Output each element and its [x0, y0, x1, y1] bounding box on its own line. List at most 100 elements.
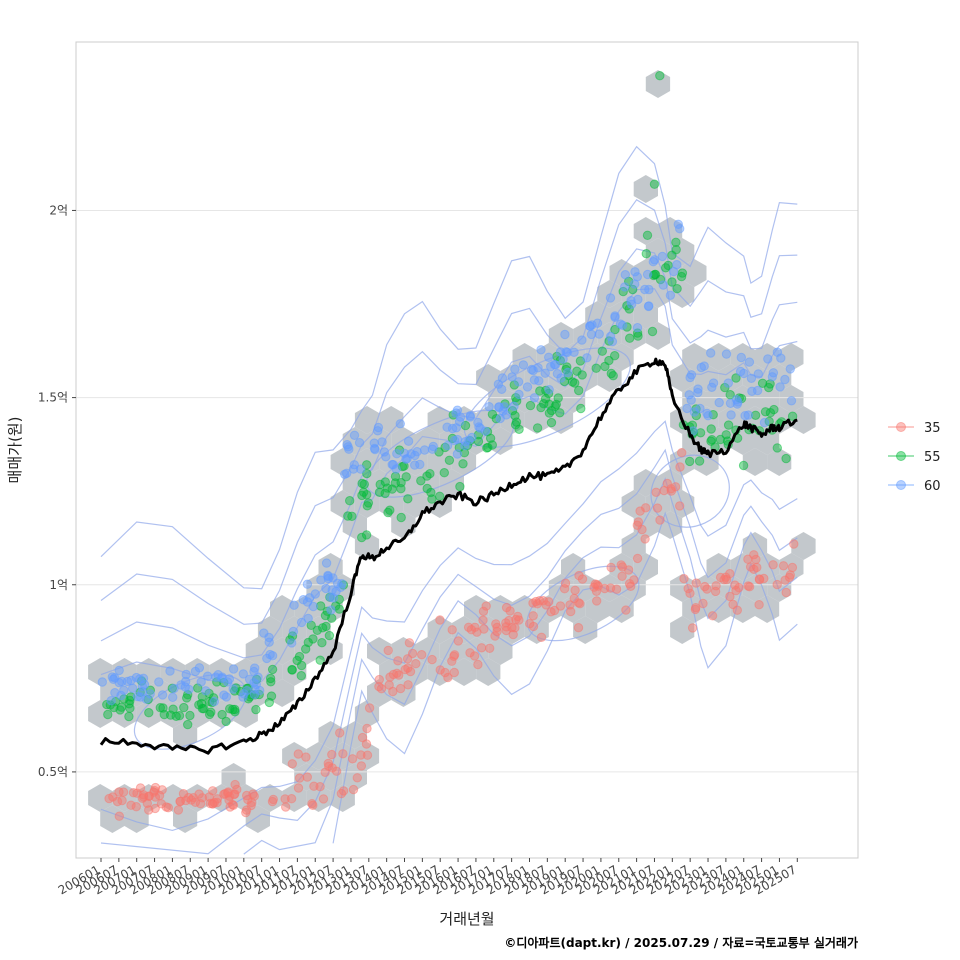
point-35 [348, 784, 359, 795]
point-55 [757, 378, 768, 388]
point-35 [565, 600, 575, 610]
hexbin-cell [742, 532, 768, 560]
point-55 [772, 443, 782, 453]
y-tick-label: 1.5억 [38, 391, 68, 405]
hexbin-cell [597, 322, 622, 350]
point-60 [528, 365, 538, 376]
point-35 [787, 562, 798, 573]
point-35 [481, 601, 491, 611]
point-60 [785, 364, 795, 374]
point-60 [675, 224, 685, 234]
point-35 [338, 749, 348, 759]
point-60 [484, 402, 494, 412]
point-60 [582, 353, 592, 363]
point-55 [781, 453, 791, 464]
hexbin-cell [682, 385, 707, 413]
hexbin-cell [427, 658, 452, 686]
point-55 [765, 379, 775, 389]
hexbin-cell [670, 574, 695, 602]
hexbin-cell [488, 637, 513, 665]
legend-label: 35 [924, 421, 941, 436]
point-60 [706, 348, 716, 358]
point-35 [449, 667, 459, 678]
point-60 [510, 364, 520, 374]
point-60 [447, 423, 458, 434]
point-60 [594, 329, 604, 339]
legend-label: 55 [924, 450, 941, 465]
point-60 [356, 464, 366, 474]
point-35 [229, 789, 239, 800]
point-55 [676, 271, 687, 282]
point-55 [296, 671, 306, 681]
point-60 [119, 685, 129, 695]
point-60 [549, 359, 560, 370]
point-35 [327, 763, 337, 773]
point-55 [738, 460, 749, 471]
point-35 [417, 650, 427, 660]
hexbin-cell [391, 637, 416, 665]
point-60 [349, 430, 360, 440]
point-60 [556, 373, 566, 383]
point-55 [655, 71, 665, 81]
point-60 [465, 411, 475, 421]
point-60 [498, 406, 508, 416]
point-35 [501, 602, 512, 613]
point-55 [183, 719, 193, 730]
point-60 [328, 593, 339, 603]
point-35 [574, 598, 584, 608]
point-35 [666, 484, 676, 494]
density-contour-loop [650, 454, 730, 528]
point-55 [706, 424, 716, 434]
point-35 [309, 781, 319, 791]
point-35 [268, 794, 278, 805]
point-60 [475, 423, 485, 433]
point-60 [684, 390, 694, 400]
point-35 [190, 797, 201, 807]
hexbin-cell [779, 343, 804, 371]
point-60 [110, 688, 120, 698]
point-60 [114, 665, 124, 676]
hexbin-cell [742, 448, 768, 476]
point-60 [135, 692, 146, 702]
point-60 [632, 272, 642, 282]
point-60 [672, 260, 682, 270]
point-60 [399, 448, 410, 458]
point-55 [125, 703, 135, 713]
point-35 [347, 754, 358, 764]
point-60 [529, 393, 540, 403]
point-35 [574, 570, 584, 581]
point-55 [544, 399, 554, 409]
point-35 [485, 643, 495, 653]
point-35 [286, 794, 297, 804]
point-35 [473, 659, 483, 670]
point-55 [574, 385, 584, 396]
point-55 [361, 530, 372, 540]
point-60 [201, 686, 211, 696]
point-35 [635, 506, 645, 516]
y-axis-ticks: 0.5억 1억 1.5억 2억 [38, 203, 76, 779]
point-60 [114, 677, 124, 688]
hexbin-cell [354, 742, 380, 770]
point-60 [569, 347, 579, 357]
point-55 [358, 487, 369, 497]
point-60 [442, 440, 453, 451]
point-35 [157, 785, 167, 795]
point-35 [507, 622, 517, 633]
point-55 [610, 324, 620, 335]
point-55 [317, 638, 327, 648]
point-60 [249, 689, 260, 700]
point-35 [362, 750, 373, 760]
point-60 [630, 267, 640, 277]
point-60 [106, 696, 116, 706]
point-55 [555, 408, 565, 418]
point-60 [406, 449, 416, 459]
point-60 [354, 438, 365, 448]
point-60 [689, 407, 699, 417]
point-35 [294, 773, 305, 783]
legend-label: 60 [924, 479, 941, 494]
point-55 [760, 407, 771, 417]
point-60 [702, 408, 712, 419]
point-35 [404, 638, 415, 648]
point-55 [597, 346, 607, 356]
point-60 [238, 669, 249, 679]
